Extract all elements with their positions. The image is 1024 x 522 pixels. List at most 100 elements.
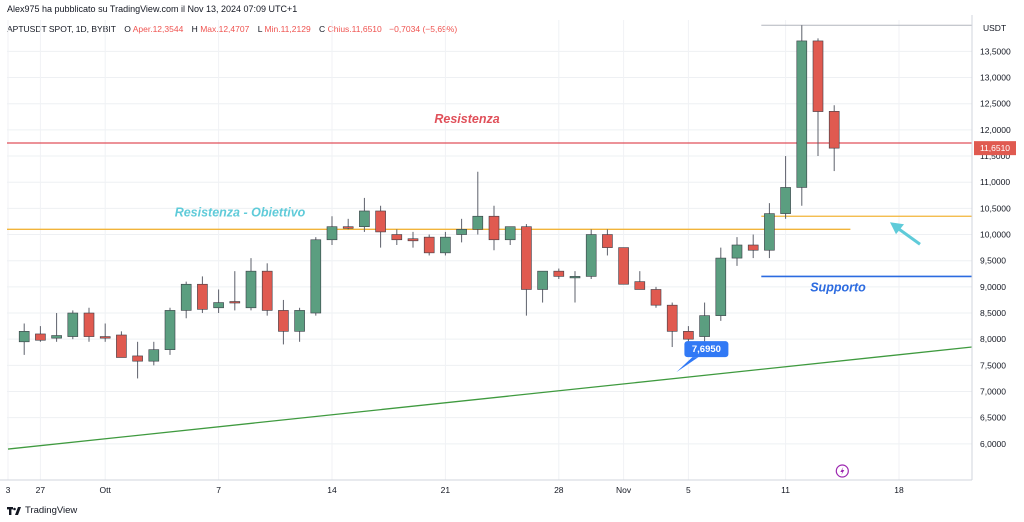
close-value: Chius.11,6510 bbox=[327, 24, 382, 34]
high-label: H bbox=[191, 24, 198, 34]
candle-down bbox=[423, 236, 435, 254]
candle-up bbox=[731, 244, 743, 259]
candle-up bbox=[456, 229, 467, 235]
symbol-label[interactable]: APTUSDT SPOT, 1D, BYBIT bbox=[7, 24, 116, 34]
date-tick-label: 14 bbox=[327, 485, 337, 495]
trendline-layer bbox=[7, 346, 973, 450]
last-price-tag bbox=[974, 141, 1016, 156]
candle-up bbox=[537, 270, 548, 290]
high-value: Max.12,4707 bbox=[200, 24, 250, 34]
candle-down bbox=[683, 331, 694, 340]
price-tick-label: 7,0000 bbox=[980, 387, 1006, 397]
candle-down bbox=[83, 312, 95, 337]
ohlc-legend: APTUSDT SPOT, 1D, BYBIT O Aper.12,3544 H… bbox=[7, 24, 457, 34]
price-tick-label: 6,0000 bbox=[980, 439, 1006, 449]
candle-down bbox=[35, 333, 46, 341]
candle-up bbox=[764, 213, 775, 251]
candle-up bbox=[294, 310, 305, 332]
candle-down bbox=[342, 226, 354, 229]
candle-down bbox=[488, 215, 500, 241]
candle-down bbox=[602, 234, 613, 248]
candle-down bbox=[553, 270, 565, 277]
candle-up bbox=[67, 312, 79, 337]
tradingview-brand: TradingView bbox=[25, 505, 78, 516]
candle-down bbox=[407, 238, 419, 242]
candle-down bbox=[521, 226, 532, 290]
candle-down bbox=[99, 336, 111, 339]
candle-up bbox=[326, 226, 338, 241]
candle-up bbox=[148, 349, 160, 362]
candle-down bbox=[278, 310, 289, 332]
price-tick-label: 8,0000 bbox=[980, 334, 1006, 344]
price-tick-label: 6,5000 bbox=[980, 413, 1006, 423]
candle-down bbox=[634, 281, 646, 290]
date-tick-label: 5 bbox=[686, 485, 691, 495]
price-tick-label: 10,0000 bbox=[980, 230, 1011, 240]
candle-down bbox=[828, 111, 840, 149]
candle-up bbox=[472, 215, 484, 230]
chart-grid bbox=[7, 20, 972, 480]
resistance-label: Resistenza bbox=[434, 112, 499, 126]
candle-down bbox=[375, 210, 386, 233]
candle-down bbox=[650, 289, 662, 306]
price-tick-label: 12,0000 bbox=[980, 125, 1011, 135]
low-label: L bbox=[257, 24, 263, 34]
candle-up bbox=[164, 310, 176, 350]
tradingview-logo-icon bbox=[7, 506, 21, 515]
candle-down bbox=[132, 355, 143, 362]
candle-down bbox=[747, 244, 759, 251]
support-label: Supporto bbox=[810, 280, 866, 294]
open-label: O bbox=[124, 24, 131, 34]
price-tick-label: 9,0000 bbox=[980, 282, 1006, 292]
candle-down bbox=[812, 40, 824, 112]
candle-down bbox=[618, 247, 629, 285]
date-tick-label: Ott bbox=[100, 485, 112, 495]
low-badge-pointer bbox=[676, 357, 699, 373]
trend-line bbox=[7, 346, 973, 450]
candle-up bbox=[796, 40, 808, 188]
axes-layer: 6,0000 6,5000 7,0000 7,5000 8,0000 8,5000 9,00… bbox=[0, 15, 1016, 495]
low-badge bbox=[684, 341, 729, 358]
low-badge-label: 7,6950 bbox=[692, 344, 721, 355]
price-tick-label: 7,5000 bbox=[980, 360, 1006, 370]
publish-line: Alex975 ha pubblicato su TradingView.com… bbox=[7, 4, 298, 14]
candle-down bbox=[391, 234, 403, 241]
close-label: C bbox=[319, 24, 326, 34]
candle-up bbox=[440, 236, 451, 254]
tradingview-footer[interactable]: TradingView bbox=[7, 505, 77, 516]
candle-down bbox=[261, 270, 273, 311]
price-tick-label: 8,5000 bbox=[980, 308, 1006, 318]
candle-up bbox=[180, 283, 192, 311]
candle-up bbox=[569, 276, 581, 279]
candle-up bbox=[245, 270, 257, 309]
candle-up bbox=[359, 210, 370, 227]
candle-down bbox=[229, 301, 241, 304]
levels-layer bbox=[7, 24, 972, 278]
date-tick-label: 18 bbox=[894, 485, 904, 495]
date-tick-label: 21 bbox=[441, 485, 451, 495]
date-tick-label: 3 bbox=[6, 485, 11, 495]
date-tick-label: 27 bbox=[36, 485, 46, 495]
candle-up bbox=[715, 257, 727, 316]
price-tick-label: 11,0000 bbox=[980, 177, 1010, 187]
candle-up bbox=[310, 239, 322, 314]
candle-down bbox=[197, 283, 208, 310]
candle-up bbox=[51, 335, 62, 339]
lightning-bolt-icon bbox=[840, 467, 845, 475]
candle-up bbox=[18, 331, 30, 343]
price-tick-label: 9,5000 bbox=[980, 256, 1006, 266]
price-tick-label: 13,5000 bbox=[980, 46, 1011, 56]
last-price-label: 11,6510 bbox=[980, 143, 1010, 153]
candle-down bbox=[116, 334, 127, 358]
arrow-head-icon bbox=[890, 222, 904, 235]
open-value: Aper.12,3544 bbox=[132, 24, 184, 34]
target-label: Resistenza - Obiettivo bbox=[175, 205, 306, 219]
date-tick-label: 28 bbox=[554, 485, 564, 495]
change-value: −0,7034 (−5,69%) bbox=[389, 24, 458, 34]
date-tick-label: 11 bbox=[781, 485, 790, 495]
annotations-layer: Resistenza Resistenza - Obiettivo Supporto… bbox=[175, 112, 921, 373]
candles-layer bbox=[18, 25, 840, 379]
price-tick-label: 11,5000 bbox=[980, 151, 1010, 161]
price-tick-label: 13,0000 bbox=[980, 73, 1011, 83]
